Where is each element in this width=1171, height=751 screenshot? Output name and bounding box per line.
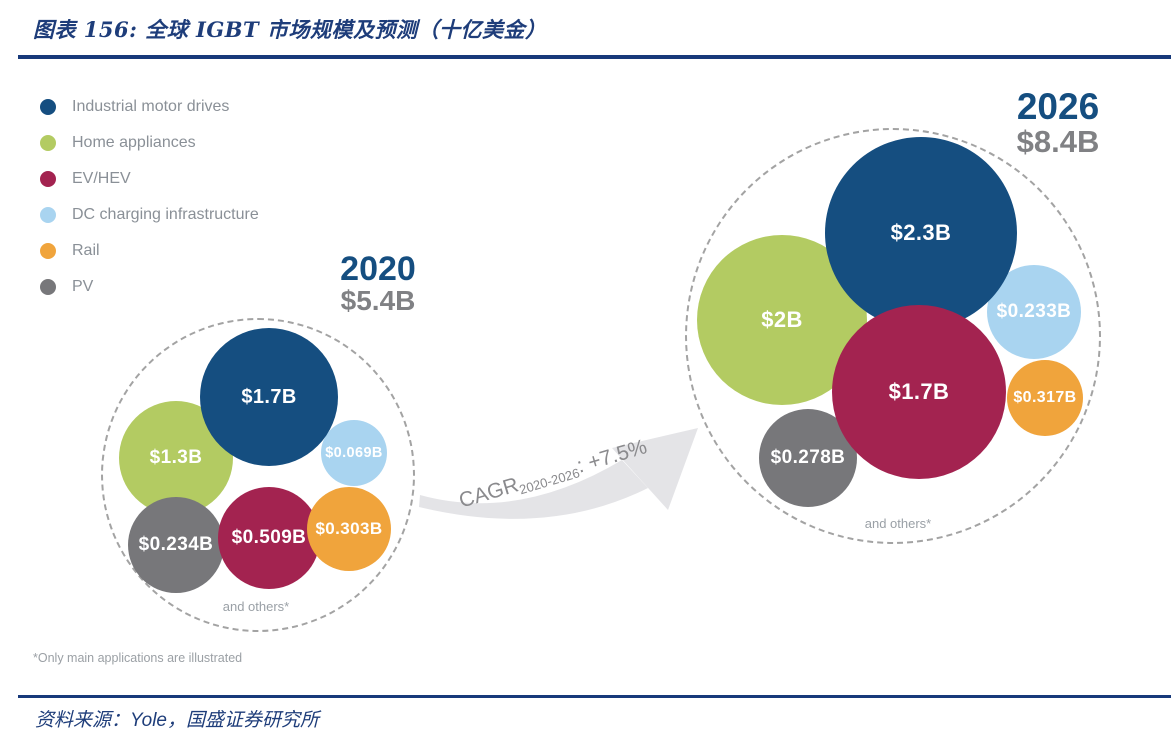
- legend-dot-icon: [40, 171, 56, 187]
- bubble-value-label: $2.3B: [890, 220, 952, 245]
- growth-arrow-icon: [408, 408, 718, 538]
- others-label-2026: and others*: [864, 516, 932, 531]
- legend-item-label: Home appliances: [72, 134, 196, 151]
- legend-item: DC charging infrastructure: [40, 206, 259, 223]
- bubble-ev-hev-2020: $0.509B: [218, 487, 320, 589]
- bubble-ev-hev-2026: $1.7B: [832, 305, 1006, 479]
- legend-dot-icon: [40, 243, 56, 259]
- legend-item: PV: [40, 278, 259, 295]
- source-line: 资料来源：Yole，国盛证券研究所: [35, 705, 319, 732]
- year-label-2026: 2026: [1016, 86, 1100, 127]
- bubble-pv-2020: $0.234B: [128, 497, 224, 593]
- legend-item: Rail: [40, 242, 259, 259]
- bubble-industrial-motor-drives-2026: $2.3B: [825, 137, 1017, 329]
- bubble-home-appliances-2020: $1.3B: [119, 401, 233, 515]
- legend-dot-icon: [40, 99, 56, 115]
- legend-item-label: Rail: [72, 242, 100, 259]
- legend-item-label: EV/HEV: [72, 170, 131, 187]
- bottom-rule: [18, 695, 1171, 698]
- bubble-value-label: $0.303B: [315, 519, 383, 538]
- year-label-2020: 2020: [340, 250, 416, 288]
- bubble-dc-charging-2020: $0.069B: [321, 420, 387, 486]
- bubble-rail-2020: $0.303B: [307, 487, 391, 571]
- bubble-value-label: $0.233B: [996, 301, 1072, 322]
- figure-title: 图表 156: 全球 IGBT 市场规模及预测（十亿美金）: [33, 17, 547, 42]
- bubble-value-label: $0.234B: [138, 534, 214, 555]
- cluster-2026-boundary: [685, 128, 1101, 544]
- bubble-value-label: $0.069B: [325, 445, 383, 461]
- legend-dot-icon: [40, 279, 56, 295]
- bubble-value-label: $1.7B: [888, 379, 950, 404]
- bubble-value-label: $2B: [761, 307, 803, 332]
- legend-item: Industrial motor drives: [40, 98, 259, 115]
- bubble-industrial-motor-drives-2020: $1.7B: [200, 328, 338, 466]
- cluster-2026-header: 2026 $8.4B: [995, 88, 1121, 157]
- source-prefix: 资料来源：: [35, 709, 131, 731]
- total-label-2026: $8.4B: [1016, 123, 1100, 159]
- top-rule: [18, 55, 1171, 59]
- footnote: *Only main applications are illustrated: [33, 651, 243, 665]
- bubble-value-label: $0.278B: [770, 447, 846, 468]
- total-label-2020: $5.4B: [340, 284, 416, 316]
- legend-dot-icon: [40, 135, 56, 151]
- cluster-2020-header: 2020 $5.4B: [315, 252, 441, 315]
- bubble-value-label: $1.7B: [241, 385, 297, 408]
- legend: Industrial motor drives Home appliances …: [40, 98, 259, 295]
- legend-dot-icon: [40, 207, 56, 223]
- bubble-value-label: $1.3B: [149, 447, 203, 468]
- source-suffix: ，国盛证券研究所: [167, 709, 320, 731]
- bubble-value-label: $0.509B: [231, 527, 307, 548]
- bubble-value-label: $0.317B: [1013, 389, 1077, 406]
- cluster-2020-boundary: [101, 318, 415, 632]
- legend-item-label: Industrial motor drives: [72, 98, 230, 115]
- legend-item-label: DC charging infrastructure: [72, 206, 259, 223]
- legend-item-label: PV: [72, 278, 94, 295]
- source-name: Yole: [130, 710, 167, 731]
- legend-item: Home appliances: [40, 134, 259, 151]
- others-label-2020: and others*: [222, 599, 290, 614]
- bubble-rail-2026: $0.317B: [1007, 360, 1083, 436]
- legend-item: EV/HEV: [40, 170, 259, 187]
